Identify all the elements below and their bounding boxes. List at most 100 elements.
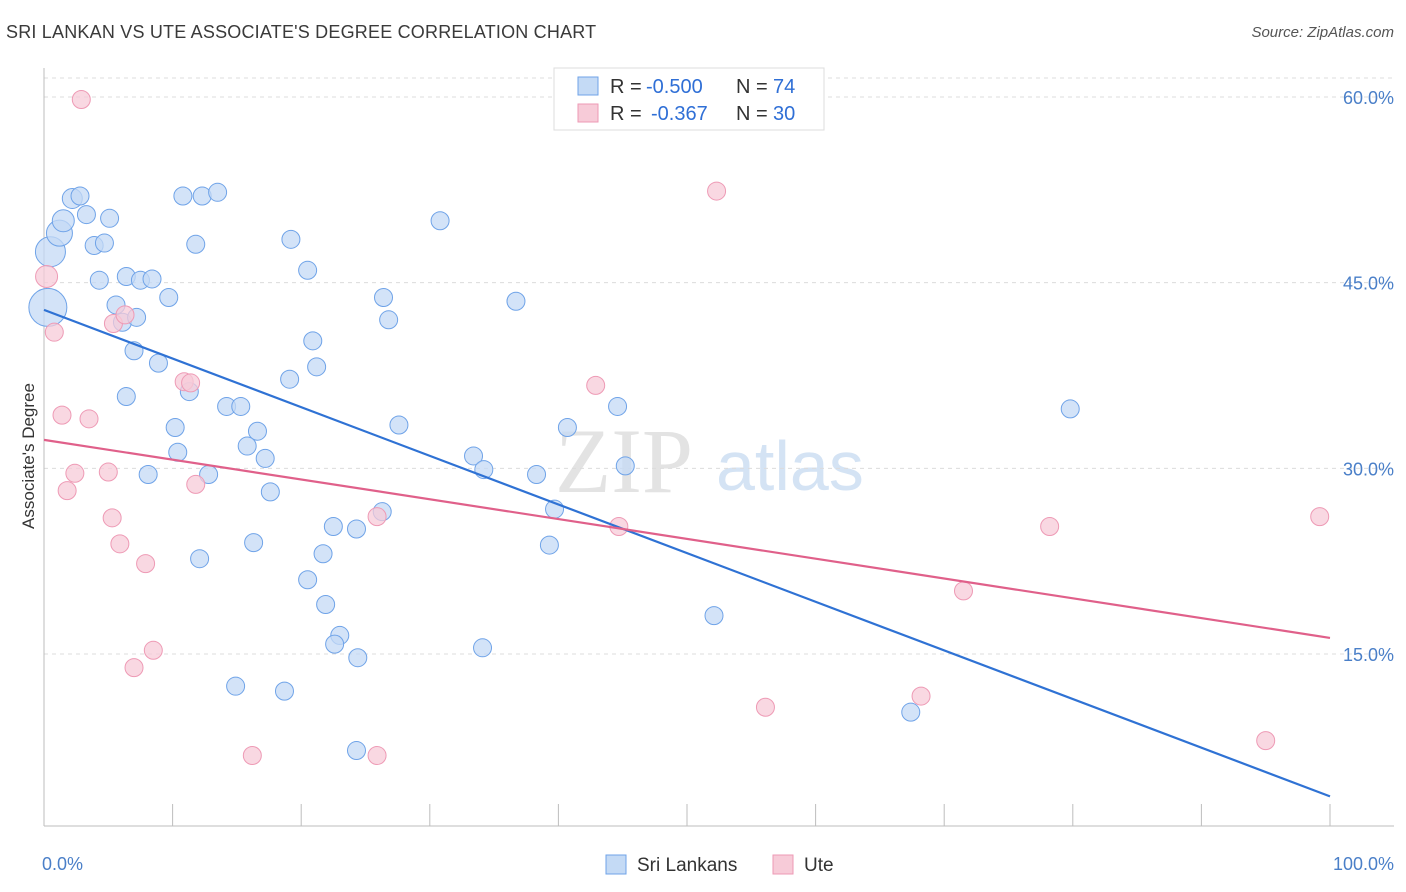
point-ute-19: [367, 507, 387, 527]
point-ute-26: [953, 581, 973, 601]
y-tick-label-45: 45.0%: [1343, 274, 1394, 294]
legend-r-label-2: R =: [610, 103, 642, 125]
point-ute-18: [242, 745, 262, 765]
axis-layer: 15.0% 30.0% 45.0% 60.0%: [43, 68, 1394, 827]
point-ute-13: [143, 640, 163, 660]
legend-swatch-ute: [577, 103, 599, 123]
point-sri-lankans-26: [231, 396, 251, 416]
point-ute-9: [115, 305, 135, 325]
point-sri-lankans-41: [190, 549, 210, 569]
point-ute-2: [71, 89, 91, 109]
legend-n-value-2: 30: [773, 103, 795, 125]
point-sri-lankans-29: [237, 436, 257, 456]
point-sri-lankans-18: [173, 186, 193, 206]
point-sri-lankans-36: [281, 229, 301, 249]
point-sri-lankans-8: [94, 233, 114, 253]
point-sri-lankans-6: [76, 205, 96, 225]
point-ute-28: [1256, 731, 1276, 751]
point-ute-17: [186, 474, 206, 494]
point-ute-29: [1310, 507, 1330, 527]
legend-r-value-2: -0.367: [651, 103, 708, 125]
point-sri-lankans-55: [379, 310, 399, 330]
point-ute-5: [57, 481, 77, 501]
legend-r-label-1: R =: [610, 76, 642, 98]
point-sri-lankans-50: [348, 648, 368, 668]
point-sri-lankans-38: [303, 331, 323, 351]
point-sri-lankans-58: [464, 446, 484, 466]
x-tick-label-max: 100.0%: [1333, 854, 1394, 874]
y-axis-label: Associate's Degree: [19, 383, 38, 529]
bottom-legend: Sri Lankans Ute: [605, 854, 834, 876]
point-sri-lankans-28: [247, 421, 267, 441]
point-sri-lankans-43: [313, 544, 333, 564]
point-sri-lankans-34: [260, 482, 280, 502]
bottom-legend-swatch-ute: [772, 854, 794, 875]
trend-line-ute: [43, 438, 1331, 639]
point-sri-lankans-21: [186, 234, 206, 254]
point-sri-lankans-42: [323, 517, 343, 537]
point-ute-24: [755, 697, 775, 717]
point-sri-lankans-56: [389, 415, 409, 435]
point-sri-lankans-69: [901, 702, 921, 722]
stats-legend-box: [553, 67, 825, 131]
y-tick-label-60: 60.0%: [1343, 88, 1394, 108]
point-sri-lankans-17: [159, 288, 179, 308]
point-sri-lankans-9: [100, 208, 120, 228]
point-sri-lankans-40: [244, 533, 264, 553]
point-sri-lankans-23: [116, 387, 136, 407]
point-sri-lankans-22: [148, 353, 168, 373]
point-sri-lankans-44: [346, 519, 366, 539]
point-sri-lankans-57: [430, 211, 450, 231]
watermark-atlas: atlas: [716, 427, 864, 505]
point-sri-lankans-53: [346, 741, 366, 761]
point-sri-lankans-70: [1060, 399, 1080, 419]
point-ute-10: [102, 508, 122, 528]
point-sri-lankans-32: [138, 465, 158, 485]
point-ute-21: [586, 375, 606, 395]
point-sri-lankans-5: [70, 186, 90, 206]
legend-r-value-1: -0.500: [646, 76, 703, 98]
point-sri-lankans-31: [255, 448, 275, 468]
point-sri-lankans-47: [316, 594, 336, 614]
trend-layer: [43, 308, 1331, 798]
bottom-legend-label-ute: Ute: [804, 855, 834, 876]
point-sri-lankans-61: [527, 465, 547, 485]
x-tick-label-min: 0.0%: [42, 854, 83, 874]
point-sri-lankans-65: [557, 417, 577, 437]
point-ute-12: [136, 554, 156, 574]
point-ute-25: [911, 686, 931, 706]
legend-n-label-2: N =: [736, 103, 768, 125]
point-sri-lankans-62: [473, 638, 493, 658]
legend-n-label-1: N =: [736, 76, 768, 98]
point-sri-lankans-64: [539, 535, 559, 555]
point-sri-lankans-14: [142, 269, 162, 289]
point-sri-lankans-51: [226, 676, 246, 696]
chart-title: SRI LANKAN VS UTE ASSOCIATE'S DEGREE COR…: [6, 22, 597, 42]
bottom-legend-swatch-sri-lankans: [605, 854, 627, 875]
point-sri-lankans-37: [298, 260, 318, 280]
point-sri-lankans-35: [280, 369, 300, 389]
point-sri-lankans-54: [374, 288, 394, 308]
point-ute-6: [65, 463, 85, 483]
stats-legend: R = -0.500 N = 74 R = -0.367 N = 30: [553, 67, 825, 131]
point-ute-16: [181, 373, 201, 393]
point-sri-lankans-46: [298, 570, 318, 590]
point-ute-3: [52, 405, 72, 425]
point-sri-lankans-20: [208, 182, 228, 202]
point-ute-23: [707, 181, 727, 201]
point-sri-lankans-39: [307, 357, 327, 377]
grid-layer: [44, 77, 1394, 655]
point-ute-4: [79, 409, 99, 429]
point-sri-lankans-27: [165, 417, 185, 437]
chart-source: Source: ZipAtlas.com: [1251, 24, 1394, 41]
point-ute-14: [124, 658, 144, 678]
point-ute-7: [98, 462, 118, 482]
point-sri-lankans-60: [506, 291, 526, 311]
legend-swatch-sri-lankans: [577, 76, 599, 96]
point-sri-lankans-10: [89, 270, 109, 290]
point-sri-lankans-66: [608, 396, 628, 416]
point-ute-1: [44, 322, 64, 342]
point-ute-20: [367, 745, 387, 765]
bottom-legend-label-sri-lankans: Sri Lankans: [637, 855, 737, 876]
